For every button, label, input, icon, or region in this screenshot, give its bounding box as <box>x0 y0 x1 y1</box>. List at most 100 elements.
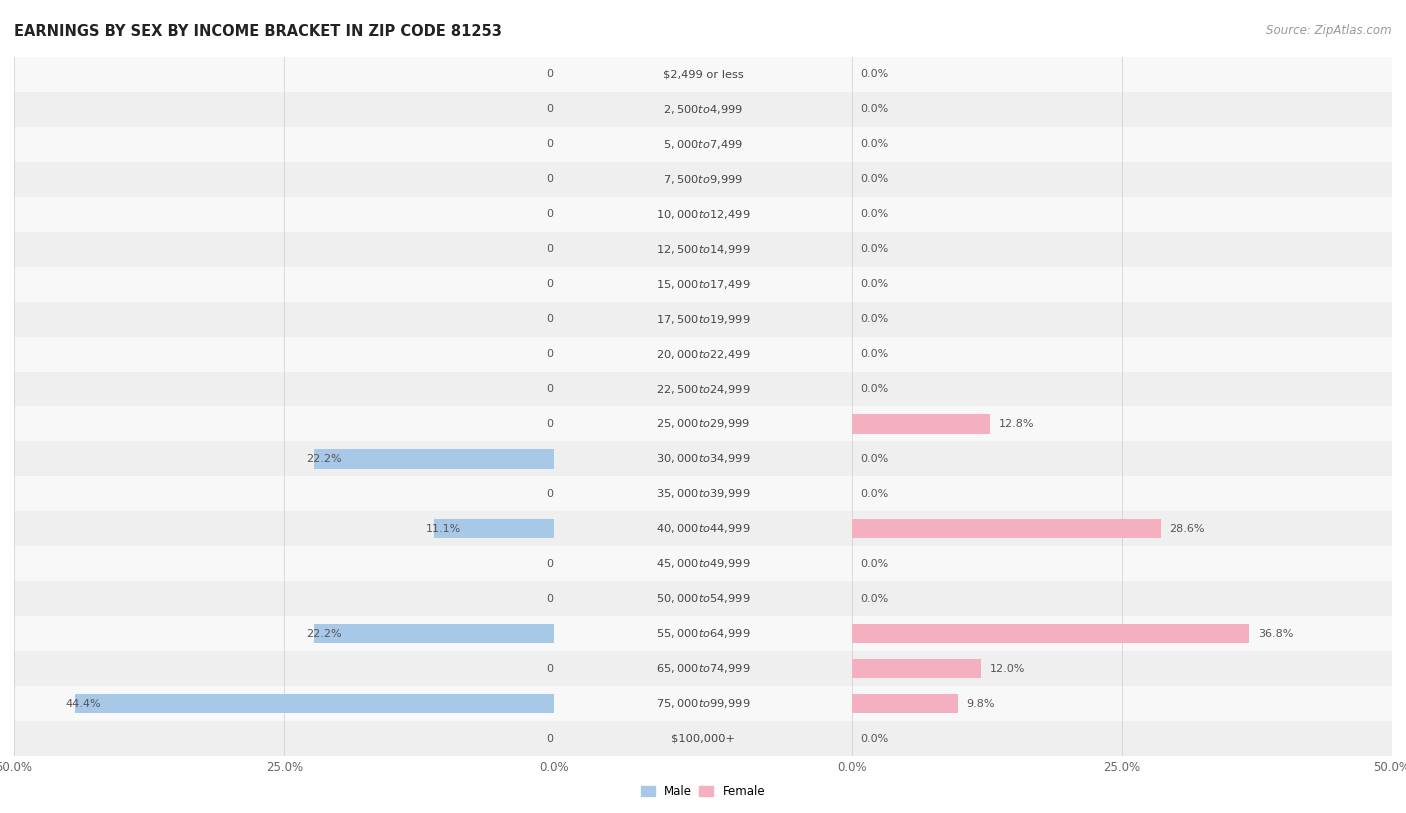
Text: 12.8%: 12.8% <box>998 419 1033 429</box>
Text: 36.8%: 36.8% <box>1258 628 1294 639</box>
Text: 0.0%: 0.0% <box>546 733 574 744</box>
Bar <box>14 162 554 197</box>
Text: 0.0%: 0.0% <box>860 209 889 220</box>
Bar <box>852 267 1392 302</box>
Bar <box>554 686 852 721</box>
Bar <box>14 337 554 372</box>
Bar <box>14 651 554 686</box>
Bar <box>554 197 852 232</box>
Bar <box>554 302 852 337</box>
Bar <box>14 302 554 337</box>
Bar <box>14 511 554 546</box>
Bar <box>14 441 554 476</box>
Bar <box>554 476 852 511</box>
Text: $10,000 to $12,499: $10,000 to $12,499 <box>655 208 751 220</box>
Bar <box>554 441 852 476</box>
Bar <box>554 197 852 232</box>
Bar <box>852 616 1392 651</box>
Text: $20,000 to $22,499: $20,000 to $22,499 <box>655 348 751 360</box>
Text: 0.0%: 0.0% <box>546 139 574 150</box>
Bar <box>14 546 554 581</box>
Bar <box>554 302 852 337</box>
Bar <box>554 127 852 162</box>
Text: 0.0%: 0.0% <box>860 489 889 499</box>
Bar <box>554 721 852 756</box>
Text: 0.0%: 0.0% <box>546 209 574 220</box>
Bar <box>554 406 852 441</box>
Bar <box>554 57 852 92</box>
Bar <box>852 372 1392 406</box>
Bar <box>14 616 554 651</box>
Bar <box>14 92 554 127</box>
Text: $25,000 to $29,999: $25,000 to $29,999 <box>655 418 751 430</box>
Bar <box>14 406 554 441</box>
Text: 0.0%: 0.0% <box>860 384 889 394</box>
Bar <box>852 441 1392 476</box>
Bar <box>554 476 852 511</box>
Bar <box>554 581 852 616</box>
Bar <box>554 92 852 127</box>
Text: 44.4%: 44.4% <box>66 698 101 709</box>
Text: 0.0%: 0.0% <box>860 174 889 185</box>
Text: 0.0%: 0.0% <box>860 139 889 150</box>
Text: 0.0%: 0.0% <box>546 489 574 499</box>
Bar <box>852 581 1392 616</box>
Text: 0.0%: 0.0% <box>546 419 574 429</box>
Bar <box>75 694 554 713</box>
Text: 0.0%: 0.0% <box>860 733 889 744</box>
Bar <box>852 197 1392 232</box>
Bar <box>852 651 1392 686</box>
Bar <box>434 520 554 538</box>
Bar <box>852 92 1392 127</box>
Legend: Male, Female: Male, Female <box>636 780 770 803</box>
Text: 22.2%: 22.2% <box>307 454 342 464</box>
Text: $35,000 to $39,999: $35,000 to $39,999 <box>655 488 751 500</box>
Text: 0.0%: 0.0% <box>546 349 574 359</box>
Text: $12,500 to $14,999: $12,500 to $14,999 <box>655 243 751 255</box>
Bar <box>852 415 990 433</box>
Bar <box>852 232 1392 267</box>
Bar <box>852 57 1392 92</box>
Bar <box>554 546 852 581</box>
Bar <box>852 337 1392 372</box>
Text: 0.0%: 0.0% <box>860 69 889 80</box>
Bar <box>554 441 852 476</box>
Text: 0.0%: 0.0% <box>860 454 889 464</box>
Bar <box>852 162 1392 197</box>
Text: $75,000 to $99,999: $75,000 to $99,999 <box>655 698 751 710</box>
Bar <box>554 686 852 721</box>
Bar <box>852 127 1392 162</box>
Text: 0.0%: 0.0% <box>546 244 574 254</box>
Text: Source: ZipAtlas.com: Source: ZipAtlas.com <box>1267 24 1392 37</box>
Bar <box>852 659 981 678</box>
Bar <box>14 581 554 616</box>
Bar <box>852 546 1392 581</box>
Bar <box>554 581 852 616</box>
Text: 12.0%: 12.0% <box>990 663 1025 674</box>
Text: 0.0%: 0.0% <box>860 279 889 289</box>
Bar <box>554 546 852 581</box>
Bar <box>852 520 1161 538</box>
Bar <box>14 721 554 756</box>
Text: $100,000+: $100,000+ <box>671 733 735 744</box>
Bar <box>852 624 1250 643</box>
Text: $7,500 to $9,999: $7,500 to $9,999 <box>664 173 742 185</box>
Text: $50,000 to $54,999: $50,000 to $54,999 <box>655 593 751 605</box>
Text: 0.0%: 0.0% <box>546 559 574 569</box>
Bar <box>315 624 554 643</box>
Bar <box>554 337 852 372</box>
Text: 0.0%: 0.0% <box>546 593 574 604</box>
Text: $2,499 or less: $2,499 or less <box>662 69 744 80</box>
Bar <box>852 721 1392 756</box>
Bar <box>554 232 852 267</box>
Text: 0.0%: 0.0% <box>546 174 574 185</box>
Text: $17,500 to $19,999: $17,500 to $19,999 <box>655 313 751 325</box>
Bar <box>14 267 554 302</box>
Bar <box>554 92 852 127</box>
Text: 0.0%: 0.0% <box>546 663 574 674</box>
Text: 0.0%: 0.0% <box>860 559 889 569</box>
Bar <box>14 197 554 232</box>
Bar <box>554 651 852 686</box>
Text: $30,000 to $34,999: $30,000 to $34,999 <box>655 453 751 465</box>
Bar <box>554 162 852 197</box>
